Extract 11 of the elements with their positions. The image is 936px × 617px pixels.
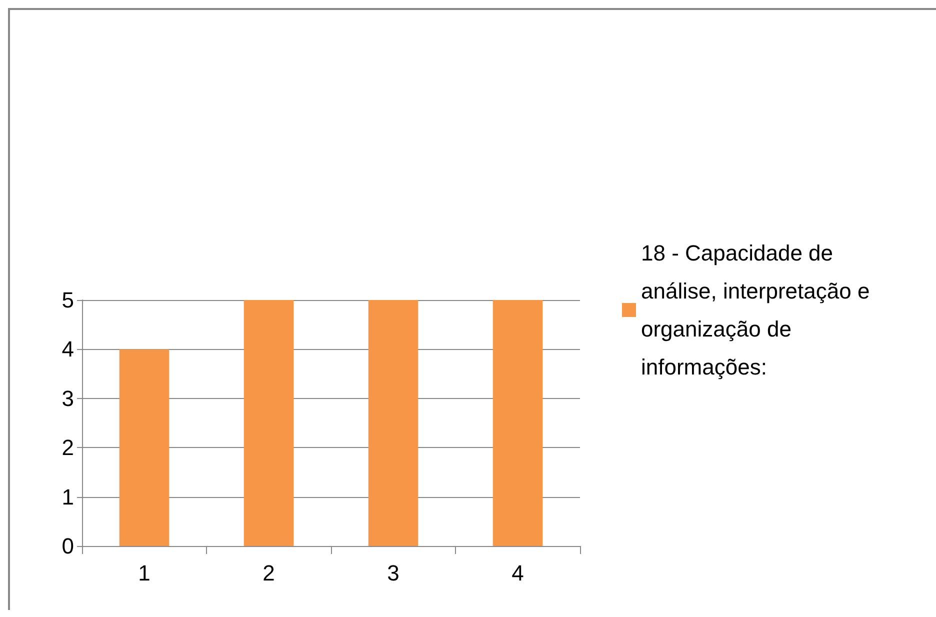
- y-tick-label: 4: [62, 336, 74, 362]
- y-tick-label: 3: [62, 386, 74, 411]
- x-tick-label: 1: [138, 560, 150, 586]
- x-tick-label: 3: [387, 560, 400, 586]
- legend-label: 18 - Capacidade de análise, interpretação e organização de informações:: [641, 240, 876, 380]
- x-tick-label: 2: [262, 560, 275, 586]
- y-tick-label: 5: [62, 288, 74, 312]
- y-tick-label: 1: [62, 484, 74, 510]
- y-tick-label: 0: [62, 534, 74, 558]
- x-tick-label: 4: [512, 560, 524, 586]
- y-tick-label: 2: [62, 435, 74, 460]
